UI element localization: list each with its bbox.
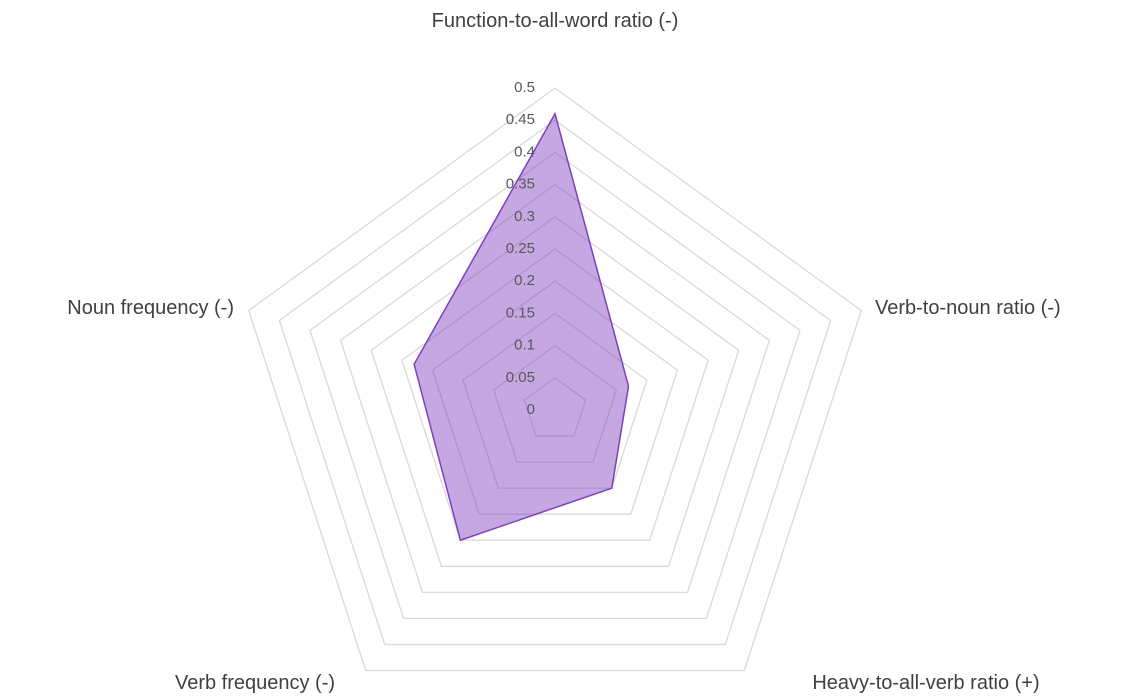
grid-ring xyxy=(462,312,648,489)
axis-label: Heavy-to-all-verb ratio (+) xyxy=(812,672,1040,694)
axis-label: Verb frequency (-) xyxy=(174,672,336,694)
tick-label: 0.15 xyxy=(506,304,535,321)
tick-label: 0.35 xyxy=(506,176,535,193)
data-area xyxy=(413,111,630,542)
tick-label: 0.1 xyxy=(514,337,535,354)
grid-ring xyxy=(370,215,740,567)
axis-label: Verb-to-noun ratio (-) xyxy=(875,297,1061,319)
tick-label: 0.25 xyxy=(506,240,535,257)
tick-label: 0.45 xyxy=(506,111,535,128)
tick-label: 0.5 xyxy=(514,79,535,96)
grid-ring xyxy=(247,87,863,672)
grid-ring xyxy=(278,119,832,646)
grid-ring xyxy=(309,151,801,620)
tick-label: 0.3 xyxy=(514,208,535,225)
tick-label: 0.2 xyxy=(514,272,535,289)
axis-label: Noun frequency (-) xyxy=(67,297,234,319)
grid-ring xyxy=(431,280,679,515)
grid-ring xyxy=(523,376,587,437)
axis-label: Function-to-all-word ratio (-) xyxy=(431,10,679,32)
grid-ring xyxy=(492,344,618,463)
grid-ring xyxy=(339,183,771,594)
tick-label: 0 xyxy=(527,401,535,418)
tick-label: 0.05 xyxy=(506,369,535,386)
tick-label: 0.4 xyxy=(514,143,535,160)
